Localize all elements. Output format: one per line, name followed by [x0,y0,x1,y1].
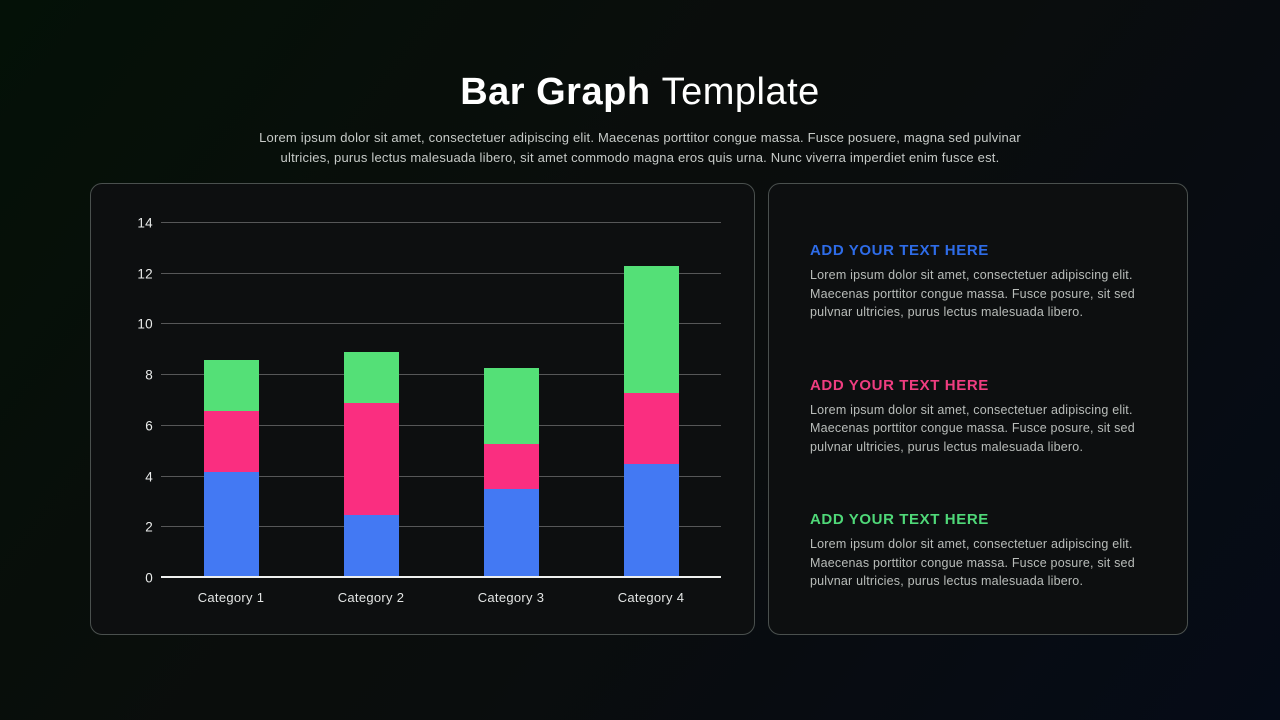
text-block-2-heading: ADD YOUR TEXT HERE [810,376,989,394]
text-card: ADD YOUR TEXT HERE Lorem ipsum dolor sit… [768,183,1188,635]
bar-segment-pink [343,403,399,515]
x-axis-line [161,576,721,578]
text-block-2-body: Lorem ipsum dolor sit amet, consectetuer… [810,402,1135,454]
y-axis-labels: 0 2 4 6 8 10 12 14 [109,216,153,586]
text-panel: ADD YOUR TEXT HERE Lorem ipsum dolor sit… [769,184,1187,634]
gridline [161,526,721,528]
page-subtitle: Lorem ipsum dolor sit amet, consectetuer… [259,130,1021,165]
bar-slot [301,223,441,578]
bar-segment-blue [203,471,259,578]
bar-segment-pink [203,410,259,472]
gridline [161,222,721,223]
slide-header: Bar Graph Template Lorem ipsum dolor sit… [0,70,1280,167]
page-title: Bar Graph Template [0,70,1280,114]
bar-segment-green [623,266,679,393]
bar-segment-blue [343,514,399,578]
gridline [161,323,721,325]
bars-row [161,223,721,578]
text-block-1-heading: ADD YOUR TEXT HERE [810,242,989,259]
bar-segment-green [483,367,539,444]
bar-slot [441,223,581,578]
gridline [161,374,721,376]
text-block-1: ADD YOUR TEXT HERE Lorem ipsum dolor sit… [810,242,1149,322]
category-labels: Category 1 Category 2 Category 3 Category 4 [161,590,721,605]
bar-segment-pink [623,392,679,464]
bar-slot [161,223,301,578]
stacked-bar [623,223,679,578]
stacked-bar [203,223,259,578]
y-tick-label: 2 [145,519,153,535]
gridline [161,475,721,477]
text-block-1-body: Lorem ipsum dolor sit amet, consectetuer… [810,268,1135,319]
plot-area [161,222,721,578]
gridline [161,272,721,274]
stacked-bar [343,223,399,578]
bar-segment-green [343,352,399,404]
stacked-bar [483,223,539,578]
y-tick-label: 4 [145,469,153,485]
page-title-bold: Bar Graph [460,71,651,113]
y-tick-label: 12 [137,266,153,282]
text-block-3-heading: ADD YOUR TEXT HERE [810,511,989,528]
bar-segment-green [203,359,259,411]
text-block-3: ADD YOUR TEXT HERE Lorem ipsum dolor sit… [810,511,1149,591]
y-tick-label: 10 [137,316,153,332]
x-category-label: Category 3 [477,590,545,605]
y-tick-label: 0 [145,570,153,586]
gridline [161,424,721,426]
x-category-label: Category 4 [617,590,685,605]
bar-segment-blue [623,463,679,578]
text-block-2: ADD YOUR TEXT HERE Lorem ipsum dolor sit… [810,377,1149,457]
bar-segment-blue [483,489,539,578]
page-title-light: Template [661,71,820,113]
text-block-3-body: Lorem ipsum dolor sit amet, consectetuer… [810,537,1135,588]
bar-slot [581,223,721,578]
stacked-bar-chart: 0 2 4 6 8 10 12 14 Category 1 Category 2 Category… [91,184,754,634]
y-tick-label: 14 [137,215,153,231]
x-category-label: Category 1 [197,590,265,605]
y-tick-label: 8 [145,367,153,383]
chart-card: 0 2 4 6 8 10 12 14 Category 1 Category 2 Category… [90,183,755,635]
bar-segment-pink [483,443,539,490]
y-tick-label: 6 [145,418,153,434]
x-category-label: Category 2 [337,590,405,605]
